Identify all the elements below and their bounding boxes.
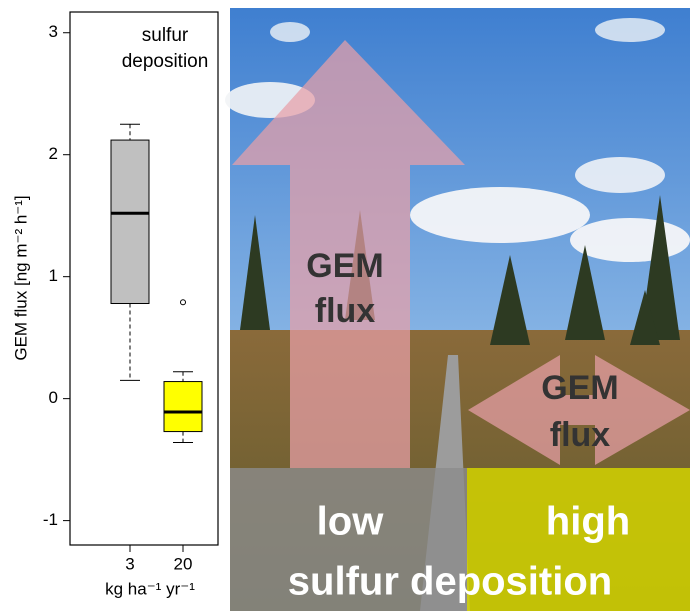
x-tick-label: 20: [174, 554, 193, 573]
up-arrow-label: flux: [315, 292, 376, 330]
box: [111, 140, 149, 303]
box: [164, 382, 202, 432]
x-axis-label: kg ha⁻¹ yr⁻¹: [105, 579, 195, 598]
x-tick-label: 3: [125, 554, 134, 573]
box-plot: sulfur deposition GEM flux [ng m⁻² h⁻¹] …: [11, 12, 218, 598]
low-label: low: [317, 500, 385, 544]
y-tick-label: 3: [49, 22, 58, 41]
annotation: deposition: [122, 51, 209, 72]
y-tick-label: 2: [49, 144, 58, 163]
y-tick-label: 1: [49, 266, 58, 285]
high-label: high: [546, 500, 630, 544]
y-tick-label: -1: [43, 510, 58, 529]
y-axis-label: GEM flux [ng m⁻² h⁻¹]: [11, 195, 30, 360]
figure: GEM flux GEM flux low high sulfur deposi…: [0, 0, 690, 611]
y-tick-label: 0: [49, 388, 58, 407]
up-arrow-label: GEM: [306, 247, 383, 285]
bottom-label: sulfur deposition: [288, 560, 612, 604]
side-arrow-label: flux: [550, 416, 611, 454]
annotation: sulfur: [142, 25, 189, 46]
side-arrow-label: GEM: [541, 369, 618, 407]
